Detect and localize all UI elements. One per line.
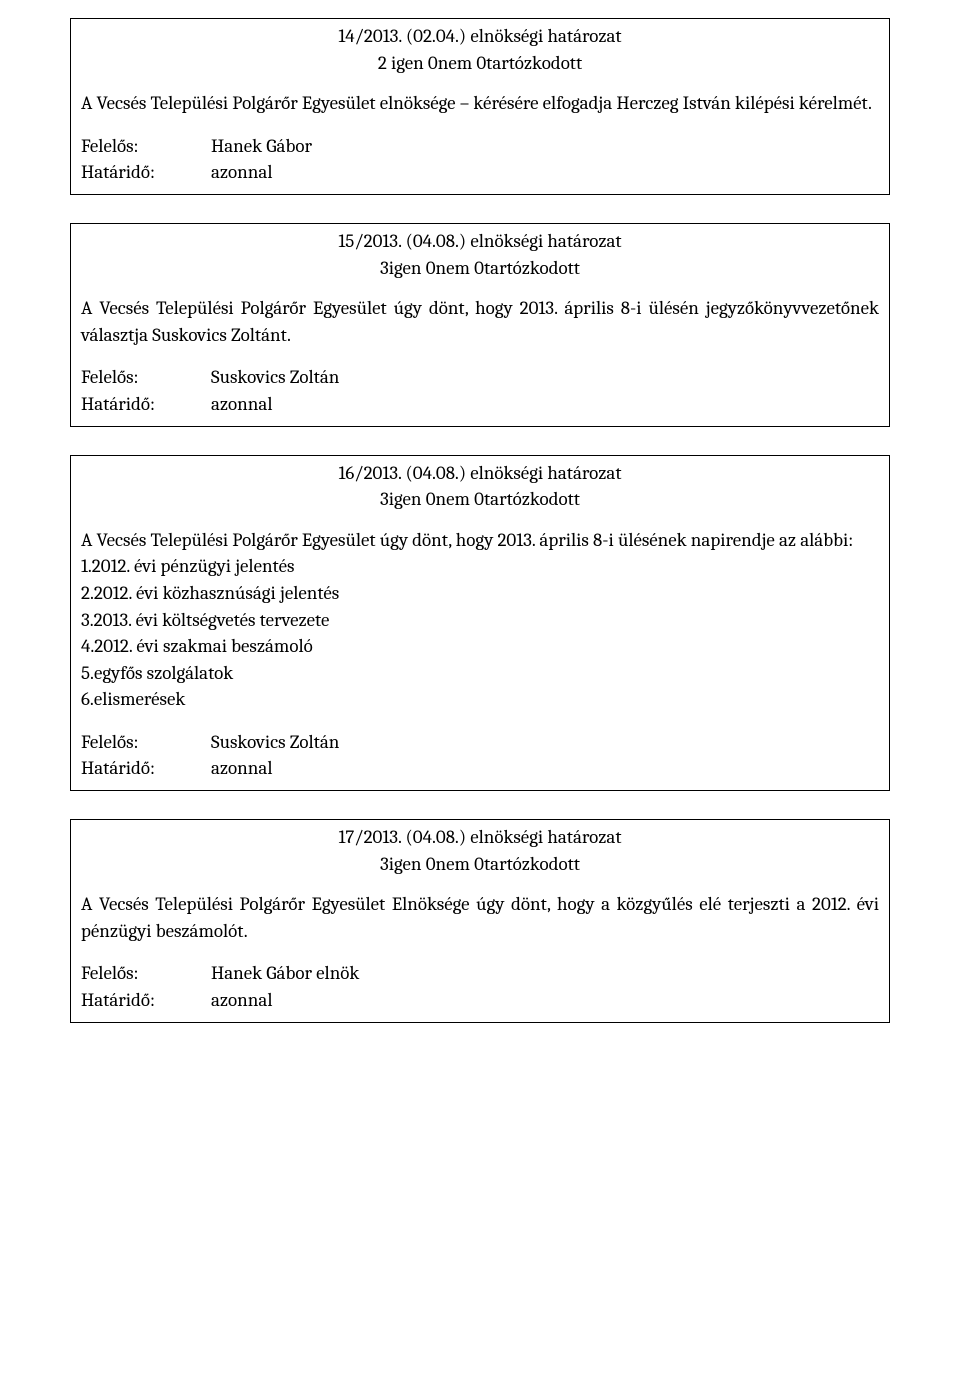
vote-line: 3igen 0nem 0tartózkodott [81,255,879,282]
meta-table: Felelős: Hanek Gábor Határidő: azonnal [81,133,312,186]
hatarido-label: Határidő: [81,391,211,418]
list-item: 6.elismerések [81,686,879,713]
resolution-title: 14/2013. (02.04.) elnökségi határozat [81,23,879,50]
title-block: 17/2013. (04.08.) elnökségi határozat 3i… [81,824,879,877]
vote-line: 2 igen 0nem 0tartózkodott [81,50,879,77]
meta-table: Felelős: Hanek Gábor elnök Határidő: azo… [81,960,359,1013]
resolution-box-15: 15/2013. (04.08.) elnökségi határozat 3i… [70,223,890,427]
agenda-list: 1.2012. évi pénzügyi jelentés 2.2012. év… [81,553,879,713]
list-item: 3.2013. évi költségvetés tervezete [81,607,879,634]
list-item: 5.egyfős szolgálatok [81,660,879,687]
hatarido-value: azonnal [211,391,339,418]
list-item: 2.2012. évi közhasznúsági jelentés [81,580,879,607]
list-item: 4.2012. évi szakmai beszámoló [81,633,879,660]
resolution-title: 17/2013. (04.08.) elnökségi határozat [81,824,879,851]
felelos-value: Hanek Gábor [211,133,312,160]
meta-table: Felelős: Suskovics Zoltán Határidő: azon… [81,364,339,417]
resolution-box-16: 16/2013. (04.08.) elnökségi határozat 3i… [70,455,890,792]
felelos-label: Felelős: [81,960,211,987]
resolution-title: 15/2013. (04.08.) elnökségi határozat [81,228,879,255]
hatarido-value: azonnal [211,987,359,1014]
vote-line: 3igen 0nem 0tartózkodott [81,486,879,513]
resolution-box-17: 17/2013. (04.08.) elnökségi határozat 3i… [70,819,890,1023]
meta-table: Felelős: Suskovics Zoltán Határidő: azon… [81,729,339,782]
resolution-body: A Vecsés Települési Polgárőr Egyesület ú… [81,295,879,348]
resolution-body: A Vecsés Települési Polgárőr Egyesület e… [81,90,879,117]
felelos-value: Suskovics Zoltán [211,364,339,391]
title-block: 16/2013. (04.08.) elnökségi határozat 3i… [81,460,879,513]
title-block: 14/2013. (02.04.) elnökségi határozat 2 … [81,23,879,76]
resolution-box-14: 14/2013. (02.04.) elnökségi határozat 2 … [70,18,890,195]
hatarido-value: azonnal [211,159,312,186]
hatarido-value: azonnal [211,755,339,782]
resolution-body: A Vecsés Települési Polgárőr Egyesület E… [81,891,879,944]
felelos-value: Hanek Gábor elnök [211,960,359,987]
title-block: 15/2013. (04.08.) elnökségi határozat 3i… [81,228,879,281]
felelos-label: Felelős: [81,133,211,160]
felelos-value: Suskovics Zoltán [211,729,339,756]
vote-line: 3igen 0nem 0tartózkodott [81,851,879,878]
hatarido-label: Határidő: [81,159,211,186]
hatarido-label: Határidő: [81,755,211,782]
list-item: 1.2012. évi pénzügyi jelentés [81,553,879,580]
felelos-label: Felelős: [81,729,211,756]
resolution-title: 16/2013. (04.08.) elnökségi határozat [81,460,879,487]
hatarido-label: Határidő: [81,987,211,1014]
resolution-body: A Vecsés Települési Polgárőr Egyesület ú… [81,527,879,554]
felelos-label: Felelős: [81,364,211,391]
page: 14/2013. (02.04.) elnökségi határozat 2 … [0,0,960,1381]
